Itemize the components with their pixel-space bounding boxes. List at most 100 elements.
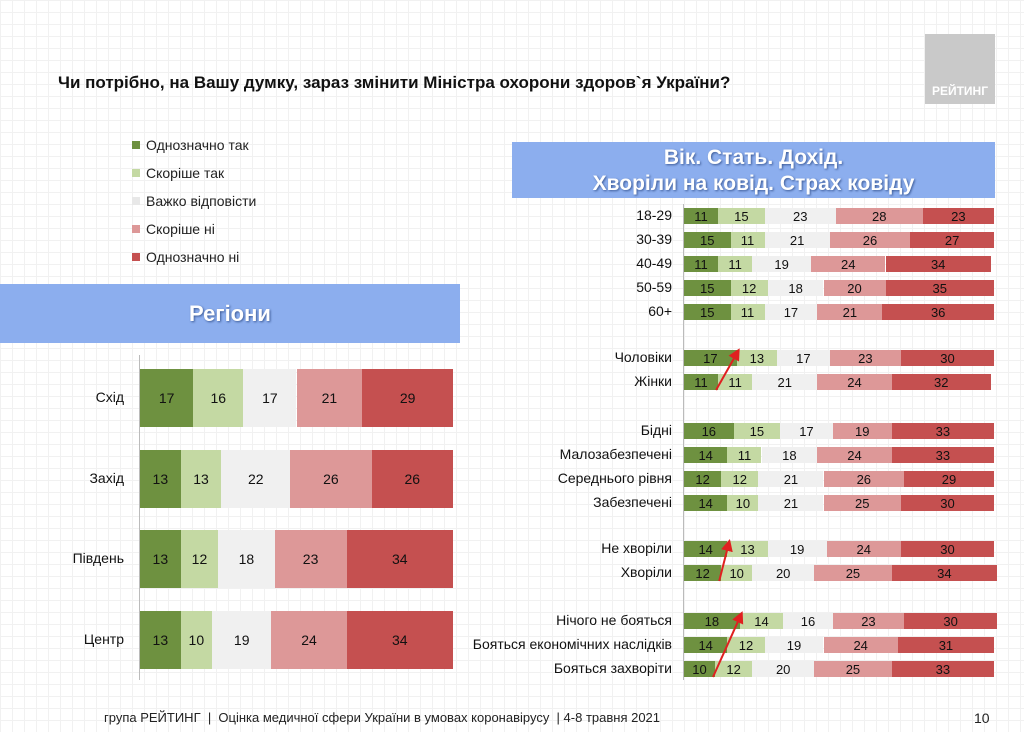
bar-segment: 14: [739, 613, 784, 629]
logo-text: РЕЙТИНГ: [931, 84, 989, 98]
bar-segment: 35: [885, 280, 994, 296]
row-label: Нічого не бояться: [556, 612, 672, 628]
bar-segment: 14: [684, 541, 728, 557]
legend-item: Важко відповісти: [132, 193, 256, 209]
bar-segment: 31: [897, 637, 994, 653]
bar-segment: 19: [211, 610, 272, 669]
legend-swatch: [132, 225, 140, 233]
bar-segment: 14: [684, 447, 728, 463]
bar-segment: 18: [218, 530, 275, 588]
bar-segment: 21: [817, 304, 883, 320]
bar-segment: 11: [684, 208, 719, 224]
bar-segment: 25: [814, 565, 892, 581]
bar-segment: 10: [727, 495, 759, 511]
bar-segment: 26: [371, 449, 453, 508]
legend-swatch: [132, 169, 140, 177]
legend-label: Важко відповісти: [146, 193, 257, 209]
bar-segment: 17: [243, 369, 297, 427]
demographics-banner: Вік. Стать. Дохід. Хворіли на ковід. Стр…: [512, 142, 995, 198]
bar-segment: 23: [832, 613, 905, 629]
legend-swatch: [132, 197, 140, 205]
bar-segment: 16: [684, 423, 734, 439]
bar-segment: 17: [684, 350, 737, 366]
bar-segment: 28: [835, 208, 923, 224]
bar-segment: 13: [727, 541, 768, 557]
bar-segment: 13: [180, 449, 222, 508]
legend-label: Однозначно ні: [146, 249, 240, 265]
bar-segment: 33: [891, 423, 994, 439]
bar-segment: 18: [761, 447, 818, 463]
row-label: Бояться захворіти: [553, 660, 672, 676]
legend-label: Скоріше ні: [146, 221, 215, 237]
bar-segment: 22: [221, 449, 291, 508]
bar-segment: 16: [193, 369, 244, 427]
bar-segment: 21: [758, 495, 824, 511]
bar-segment: 13: [140, 530, 181, 588]
row-label: 18-29: [636, 207, 672, 223]
bar-segment: 12: [727, 637, 765, 653]
bar-segment: 24: [817, 374, 892, 390]
bar-segment: 12: [684, 565, 722, 581]
bar-segment: 13: [736, 350, 777, 366]
bar-segment: 13: [140, 610, 181, 669]
bar-segment: 21: [752, 374, 818, 390]
bar-segment: 20: [752, 565, 815, 581]
bar-segment: 33: [891, 447, 994, 463]
red-arrow: [718, 539, 733, 582]
bar-segment: 12: [730, 280, 768, 296]
row-label: 40-49: [636, 255, 672, 271]
bar-segment: 12: [721, 471, 759, 487]
bar-segment: 17: [764, 304, 818, 320]
bar-segment: 21: [764, 232, 830, 248]
legend-swatch: [132, 141, 140, 149]
bar-segment: 26: [823, 471, 905, 487]
bar-segment: 11: [718, 374, 753, 390]
bar-segment: 34: [346, 530, 453, 588]
bar-segment: 29: [362, 369, 453, 427]
row-label: Чоловіки: [614, 349, 672, 365]
bar-segment: 11: [727, 447, 762, 463]
bar-segment: 25: [823, 495, 901, 511]
footer: група РЕЙТИНГ | Оцінка медичної сфери Ук…: [104, 710, 661, 725]
bar-segment: 11: [718, 256, 753, 272]
row-label: Не хворіли: [601, 540, 672, 556]
row-label: 50-59: [636, 279, 672, 295]
bar-segment: 30: [901, 495, 994, 511]
bar-segment: 34: [885, 256, 991, 272]
banner-line-1: Вік. Стать. Дохід.: [663, 146, 844, 169]
bar-segment: 23: [274, 530, 347, 588]
bar-segment: 21: [296, 369, 363, 427]
axis-line: [683, 204, 684, 680]
bar-segment: 26: [829, 232, 911, 248]
bar-segment: 24: [817, 447, 892, 463]
bar-segment: 14: [684, 637, 728, 653]
bar-segment: 15: [733, 423, 781, 439]
rating-logo: РЕЙТИНГ: [925, 34, 995, 104]
bar-segment: 19: [767, 541, 827, 557]
red-arrow: [715, 348, 740, 391]
row-label: Середнього рівня: [557, 470, 672, 486]
row-label: Південь: [72, 550, 124, 566]
bar-segment: 19: [764, 637, 824, 653]
bar-segment: 23: [764, 208, 836, 224]
bar-segment: 21: [758, 471, 824, 487]
bar-segment: 15: [684, 232, 731, 248]
bar-segment: 15: [718, 208, 765, 224]
row-label: Жінки: [634, 373, 672, 389]
row-label: Схід: [95, 389, 124, 405]
legend-label: Однозначно так: [146, 137, 249, 153]
bar-segment: 26: [290, 449, 372, 508]
bar-segment: 15: [684, 304, 731, 320]
legend-label: Скоріше так: [146, 165, 225, 181]
row-label: Бідні: [640, 422, 672, 438]
bar-segment: 24: [826, 541, 901, 557]
row-label: 30-39: [636, 231, 672, 247]
bar-segment: 12: [180, 530, 219, 588]
bar-segment: 10: [721, 565, 753, 581]
legend-item: Однозначно ні: [132, 249, 239, 265]
bar-segment: 30: [901, 350, 994, 366]
legend-item: Однозначно так: [132, 137, 249, 153]
row-label: Захід: [89, 469, 124, 486]
bar-segment: 15: [684, 280, 731, 296]
